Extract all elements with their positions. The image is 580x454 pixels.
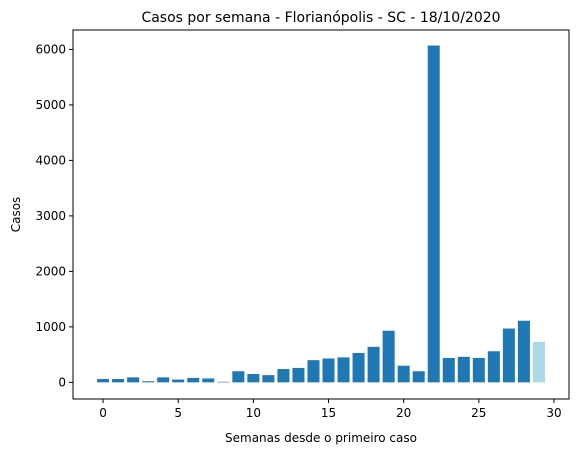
x-tick-label: 25 bbox=[471, 406, 486, 420]
y-tick-label: 0 bbox=[58, 375, 66, 389]
y-axis-label: Casos bbox=[9, 197, 23, 233]
bar-week-17 bbox=[352, 352, 365, 383]
bar-week-8 bbox=[217, 381, 230, 383]
axes-frame bbox=[72, 29, 570, 400]
bar-week-14 bbox=[307, 360, 320, 383]
bars-group bbox=[97, 45, 545, 383]
bar-week-3 bbox=[142, 381, 155, 383]
y-tick-label: 6000 bbox=[35, 42, 66, 56]
x-tick-label: 15 bbox=[321, 406, 336, 420]
bar-week-4 bbox=[157, 377, 170, 383]
bar-week-21 bbox=[412, 371, 425, 383]
y-tick-label: 1000 bbox=[35, 320, 66, 334]
bar-week-12 bbox=[277, 369, 290, 383]
bar-week-11 bbox=[262, 375, 275, 383]
bar-week-27 bbox=[502, 328, 515, 383]
y-tick-label: 3000 bbox=[35, 209, 66, 223]
bar-week-16 bbox=[337, 357, 350, 383]
bar-week-19 bbox=[382, 330, 395, 383]
bar-week-7 bbox=[202, 378, 215, 383]
bar-week-23 bbox=[442, 357, 455, 383]
x-tick-label: 10 bbox=[246, 406, 261, 420]
bar-week-15 bbox=[322, 358, 335, 383]
bar-week-1 bbox=[112, 379, 125, 383]
y-axis-ticks: 0 1000 2000 3000 4000 5000 6000 bbox=[35, 42, 73, 389]
y-tick-label: 5000 bbox=[35, 98, 66, 112]
bar-week-13 bbox=[292, 367, 305, 383]
bar-week-9 bbox=[232, 371, 245, 383]
bar-week-10 bbox=[247, 374, 260, 383]
x-axis-label: Semanas desde o primeiro caso bbox=[225, 431, 417, 445]
bar-week-18 bbox=[367, 346, 380, 383]
bar-week-6 bbox=[187, 377, 200, 383]
x-tick-label: 5 bbox=[174, 406, 182, 420]
bar-week-25 bbox=[472, 357, 485, 383]
bar-week-5 bbox=[172, 379, 185, 383]
bar-week-0 bbox=[97, 379, 110, 383]
x-tick-label: 20 bbox=[396, 406, 411, 420]
bar-week-20 bbox=[397, 365, 410, 383]
y-tick-label: 4000 bbox=[35, 153, 66, 167]
bar-week-26 bbox=[487, 351, 500, 383]
bar-week-28 bbox=[517, 320, 530, 383]
x-tick-label: 0 bbox=[99, 406, 107, 420]
chart-title: Casos por semana - Florianópolis - SC - … bbox=[141, 10, 500, 26]
bar-week-24 bbox=[457, 356, 470, 383]
y-tick-label: 2000 bbox=[35, 264, 66, 278]
bar-week-22 bbox=[427, 45, 440, 383]
bar-week-29 bbox=[532, 341, 545, 383]
x-tick-label: 30 bbox=[546, 406, 561, 420]
bar-week-2 bbox=[127, 377, 140, 383]
x-axis-ticks: 0 5 10 15 20 25 30 bbox=[99, 399, 562, 420]
